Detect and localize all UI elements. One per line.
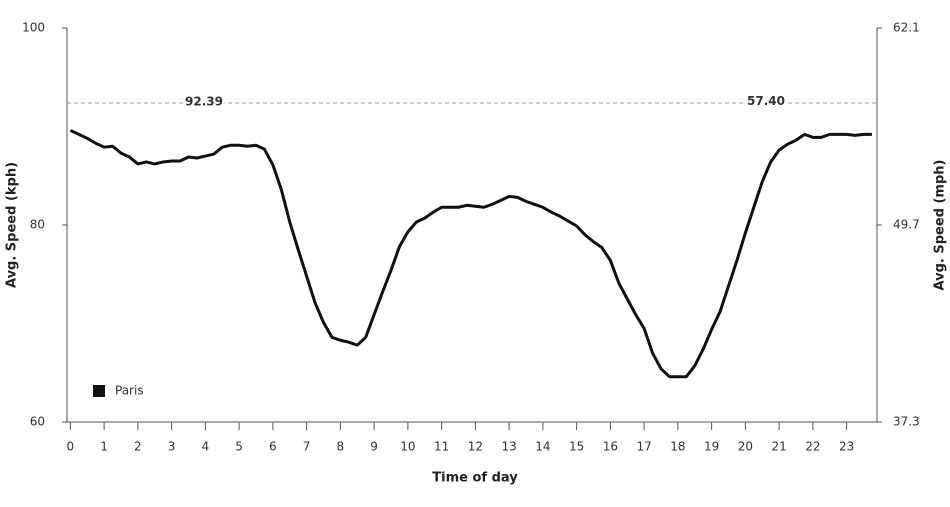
y-tick-label: 100 <box>22 21 45 35</box>
x-tick-label: 18 <box>670 440 685 454</box>
x-tick-label: 20 <box>738 440 753 454</box>
x-tick-label: 16 <box>603 440 618 454</box>
y-axis-label: Avg. Speed (kph) <box>5 162 20 288</box>
x-tick-label: 0 <box>67 440 75 454</box>
y2-axis-label: Avg. Speed (mph) <box>933 160 948 291</box>
x-tick-label: 4 <box>202 440 210 454</box>
x-tick-label: 13 <box>501 440 516 454</box>
x-tick-label: 9 <box>370 440 378 454</box>
y2-tick-label: 62.1 <box>893 21 920 35</box>
x-tick-label: 10 <box>400 440 415 454</box>
x-tick-label: 5 <box>235 440 243 454</box>
x-tick-label: 7 <box>303 440 311 454</box>
x-tick-label: 2 <box>134 440 142 454</box>
x-tick-label: 1 <box>100 440 108 454</box>
legend-swatch <box>93 385 105 397</box>
x-axis-label: Time of day <box>432 471 518 486</box>
x-tick-label: 22 <box>805 440 820 454</box>
legend-label: Paris <box>115 384 144 398</box>
x-tick-label: 15 <box>569 440 584 454</box>
x-tick-label: 17 <box>636 440 651 454</box>
x-tick-label: 11 <box>434 440 449 454</box>
y-tick-label: 80 <box>30 218 45 232</box>
line-series <box>69 129 872 379</box>
y2-tick-label: 37.3 <box>893 415 920 429</box>
x-tick-label: 14 <box>535 440 550 454</box>
reference-label-y2: 57.40 <box>747 94 785 108</box>
x-tick-label: 8 <box>337 440 345 454</box>
x-tick-label: 3 <box>168 440 176 454</box>
x-tick-label: 19 <box>704 440 719 454</box>
reference-label: 92.39 <box>185 94 223 108</box>
x-tick-label: 23 <box>839 440 854 454</box>
x-tick-label: 6 <box>269 440 277 454</box>
y-tick-label: 60 <box>30 415 45 429</box>
x-tick-label: 21 <box>771 440 786 454</box>
y2-tick-label: 49.7 <box>893 218 920 232</box>
x-tick-label: 12 <box>468 440 483 454</box>
